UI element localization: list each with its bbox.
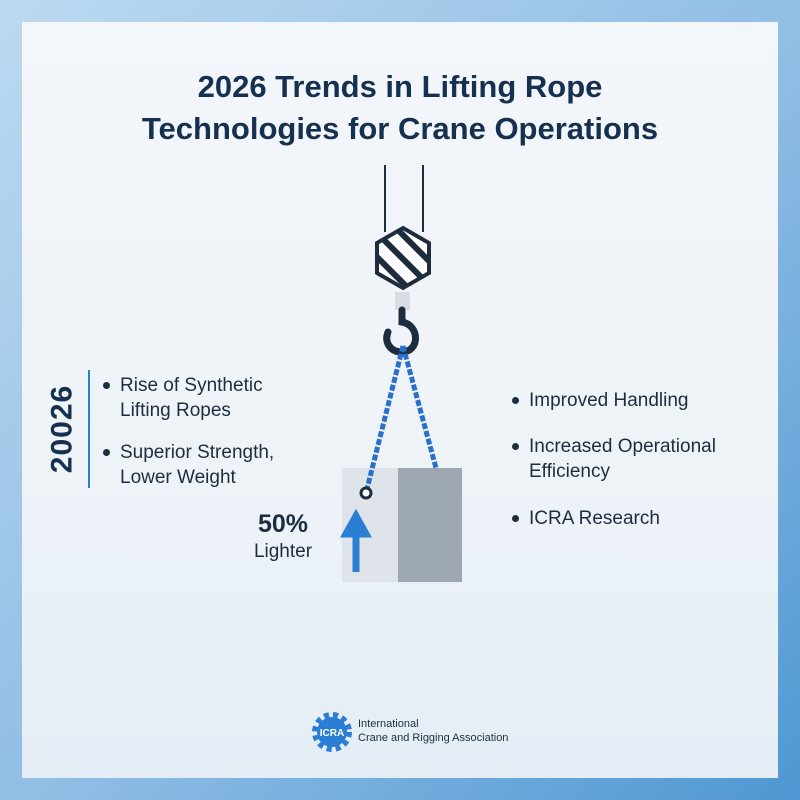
stat-value: 50% [257,510,309,538]
stat-label: Lighter [253,541,313,562]
year: 20026 [45,384,79,474]
title: 2026 Trends in Lifting Rope Technologies… [141,69,659,146]
bullet: Rise of Synthetic Lifting Ropes [103,373,310,423]
logo-gear [312,712,352,752]
bullet: Increased Operational Efficiency [512,434,759,484]
bullet: Superior Strength, Lower Weight [103,440,310,490]
load-dark [398,468,462,582]
org-name: Crane and Rigging Association [358,732,509,744]
logo-text: ICRA [320,728,344,739]
org-name: International [358,718,419,730]
hook [383,306,419,356]
panel [22,22,778,778]
bullet: Improved Handling [512,388,779,413]
hook-shank [395,292,410,310]
rope-anchor [359,486,373,500]
hook-block-stripes [377,228,429,288]
bullet: ICRA Research [512,506,779,531]
synthetic-rope [363,345,439,494]
up-arrow [340,508,372,572]
